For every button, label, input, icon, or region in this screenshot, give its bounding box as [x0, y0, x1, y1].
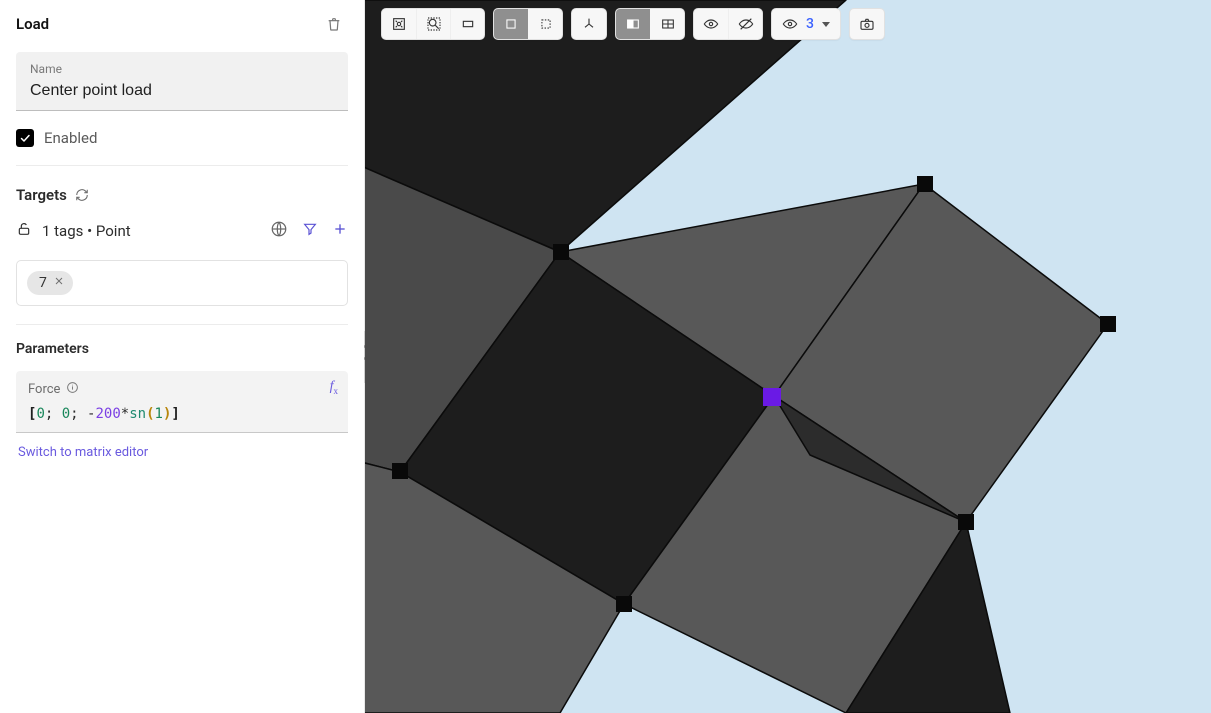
name-field[interactable]: Name — [16, 52, 348, 111]
shade-solid-icon — [625, 16, 641, 32]
eye-off-icon — [738, 16, 754, 32]
square-dashed-icon — [539, 17, 553, 31]
view-count: 3 — [806, 16, 814, 32]
select-solid-button[interactable] — [494, 9, 528, 39]
tag-chip-label: 7 — [39, 275, 47, 291]
mesh-node[interactable] — [616, 596, 632, 612]
camera-icon — [859, 16, 875, 32]
force-expression[interactable]: [0; 0; -200*sn(1)] — [28, 406, 336, 422]
select-window-button[interactable] — [528, 9, 562, 39]
targets-section: Targets 1 tags • Point — [0, 170, 364, 320]
delete-button[interactable] — [320, 10, 348, 38]
zoom-fit-button[interactable] — [382, 9, 416, 39]
eye-icon — [703, 16, 719, 32]
refresh-button[interactable] — [75, 188, 89, 202]
parameters-section: Parameters Force fx [0; 0; -200*sn(1)] S… — [0, 329, 364, 474]
view-select-group: 3 — [771, 8, 841, 40]
eye-icon — [782, 16, 798, 32]
select-group — [493, 8, 563, 40]
targets-title: Targets — [16, 186, 67, 204]
tag-chip[interactable]: 7 — [27, 271, 73, 295]
rectangle-icon — [460, 16, 476, 32]
axis-group — [571, 8, 607, 40]
mesh-node[interactable] — [958, 514, 974, 530]
properties-panel: Load Name Enabled Targets — [0, 0, 365, 713]
plus-icon — [332, 221, 348, 237]
force-label: Force — [28, 382, 60, 397]
unlock-icon — [16, 221, 32, 237]
mesh-node-selected[interactable] — [763, 388, 781, 406]
filter-icon — [302, 221, 318, 237]
shade-solid-button[interactable] — [616, 9, 650, 39]
force-field[interactable]: Force fx [0; 0; -200*sn(1)] — [16, 371, 348, 433]
snapshot-group — [849, 8, 885, 40]
tags-box[interactable]: 7 — [16, 260, 348, 306]
viewport-toolbar: 3 — [381, 8, 885, 40]
scope-button[interactable] — [270, 220, 288, 242]
check-icon — [19, 132, 31, 144]
zoom-group — [381, 8, 485, 40]
expression-button[interactable]: fx — [330, 379, 338, 396]
mesh-canvas[interactable] — [365, 0, 1211, 713]
zoom-region-button[interactable] — [450, 9, 484, 39]
tag-chip-remove[interactable] — [53, 275, 65, 291]
enabled-checkbox[interactable] — [16, 129, 34, 147]
name-section: Name Enabled — [0, 46, 364, 161]
refresh-icon — [75, 188, 89, 202]
add-target-button[interactable] — [332, 221, 348, 241]
snapshot-button[interactable] — [850, 9, 884, 39]
panel-header: Load — [0, 0, 364, 46]
zoom-window-icon — [426, 16, 442, 32]
zoom-fit-icon — [391, 16, 407, 32]
enabled-label: Enabled — [44, 129, 97, 147]
mesh-node[interactable] — [917, 176, 933, 192]
axis-button[interactable] — [572, 9, 606, 39]
visibility-group — [693, 8, 763, 40]
square-solid-icon — [504, 17, 518, 31]
targets-summary: 1 tags • Point — [42, 222, 131, 240]
chevron-down-icon — [822, 22, 830, 27]
matrix-editor-link[interactable]: Switch to matrix editor — [16, 433, 150, 460]
fx-icon: fx — [330, 379, 338, 394]
view-selector[interactable]: 3 — [772, 9, 840, 39]
globe-icon — [270, 220, 288, 238]
name-label: Name — [30, 62, 334, 76]
mesh-node[interactable] — [1100, 316, 1116, 332]
name-input[interactable] — [30, 82, 334, 100]
mesh-node[interactable] — [553, 244, 569, 260]
show-button[interactable] — [694, 9, 728, 39]
shade-wire-button[interactable] — [650, 9, 684, 39]
shade-group — [615, 8, 685, 40]
zoom-window-button[interactable] — [416, 9, 450, 39]
mesh-node[interactable] — [392, 463, 408, 479]
hide-button[interactable] — [728, 9, 762, 39]
model-viewport[interactable]: 3 — [365, 0, 1211, 713]
filter-button[interactable] — [302, 221, 318, 241]
panel-title: Load — [16, 15, 49, 33]
lock-button[interactable] — [16, 221, 32, 241]
enabled-row[interactable]: Enabled — [16, 111, 348, 147]
trash-icon — [326, 16, 342, 32]
axis-icon — [581, 16, 597, 32]
shade-wire-icon — [660, 16, 676, 32]
info-icon — [66, 381, 79, 394]
close-icon — [53, 275, 65, 287]
force-info-button[interactable] — [66, 381, 79, 398]
parameters-title: Parameters — [16, 335, 348, 357]
